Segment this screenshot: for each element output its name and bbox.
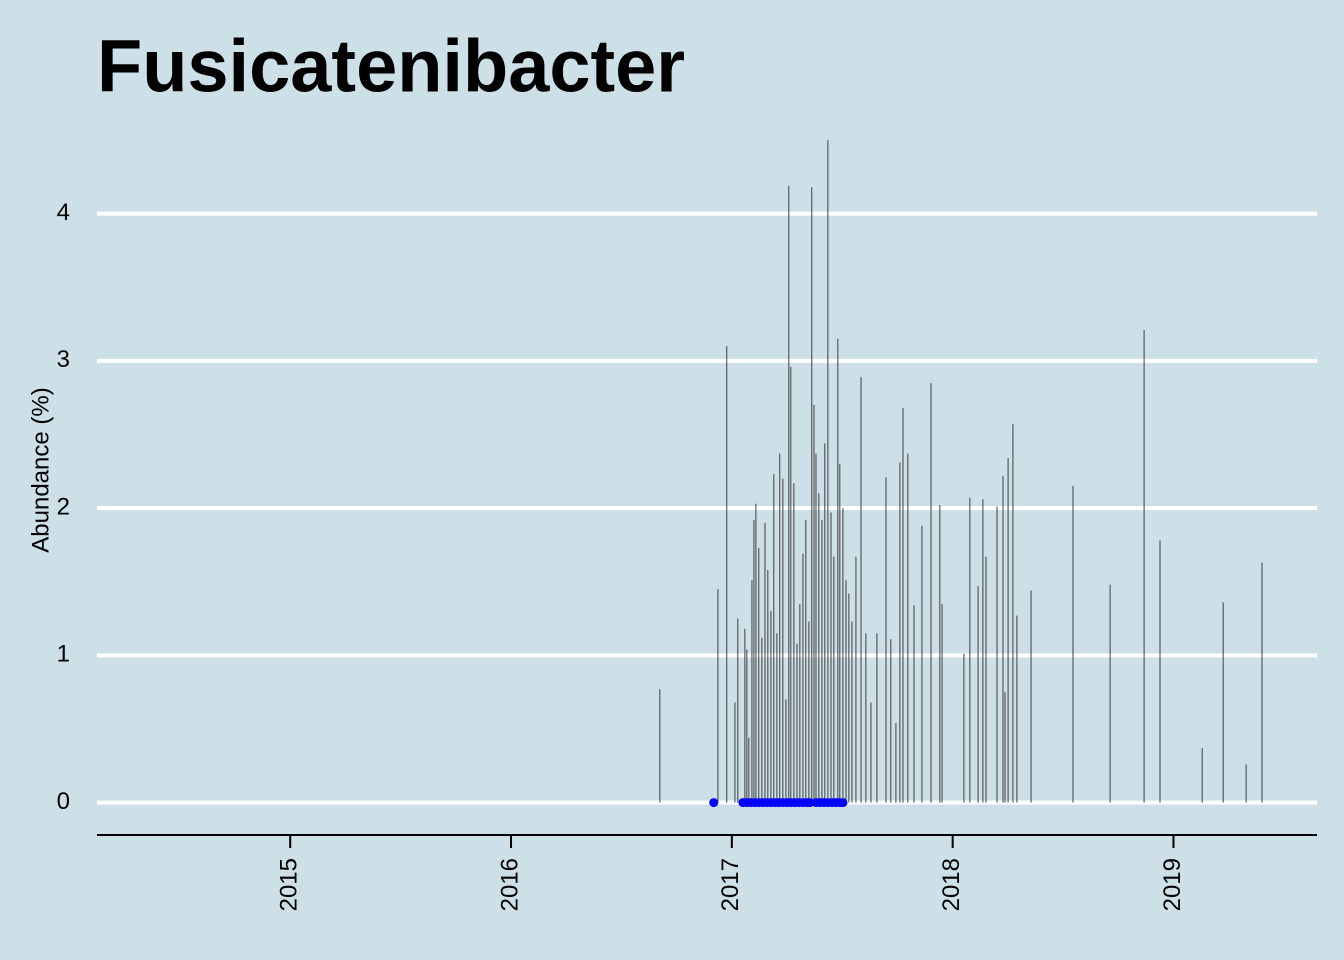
point [838, 798, 848, 808]
grid [97, 211, 1317, 805]
x-tick-label: 2019 [1159, 858, 1186, 911]
point [805, 798, 815, 808]
y-tick-label: 0 [57, 788, 70, 815]
marks [659, 140, 1263, 808]
point [709, 798, 719, 808]
x-tick-label: 2018 [938, 858, 965, 911]
axes: 0 1 2 3 4 2015 2016 2017 2018 2019 [57, 199, 1317, 911]
x-tick-label: 2016 [496, 858, 523, 911]
y-tick-label: 1 [57, 641, 70, 668]
chart-title: Fusicatenibacter [97, 25, 685, 108]
y-tick-label: 4 [57, 199, 70, 226]
y-axis-label: Abundance (%) [27, 387, 54, 552]
y-tick-label: 3 [57, 346, 70, 373]
y-tick-label: 2 [57, 493, 70, 520]
x-tick-label: 2015 [276, 858, 303, 911]
x-tick-label: 2017 [717, 858, 744, 911]
